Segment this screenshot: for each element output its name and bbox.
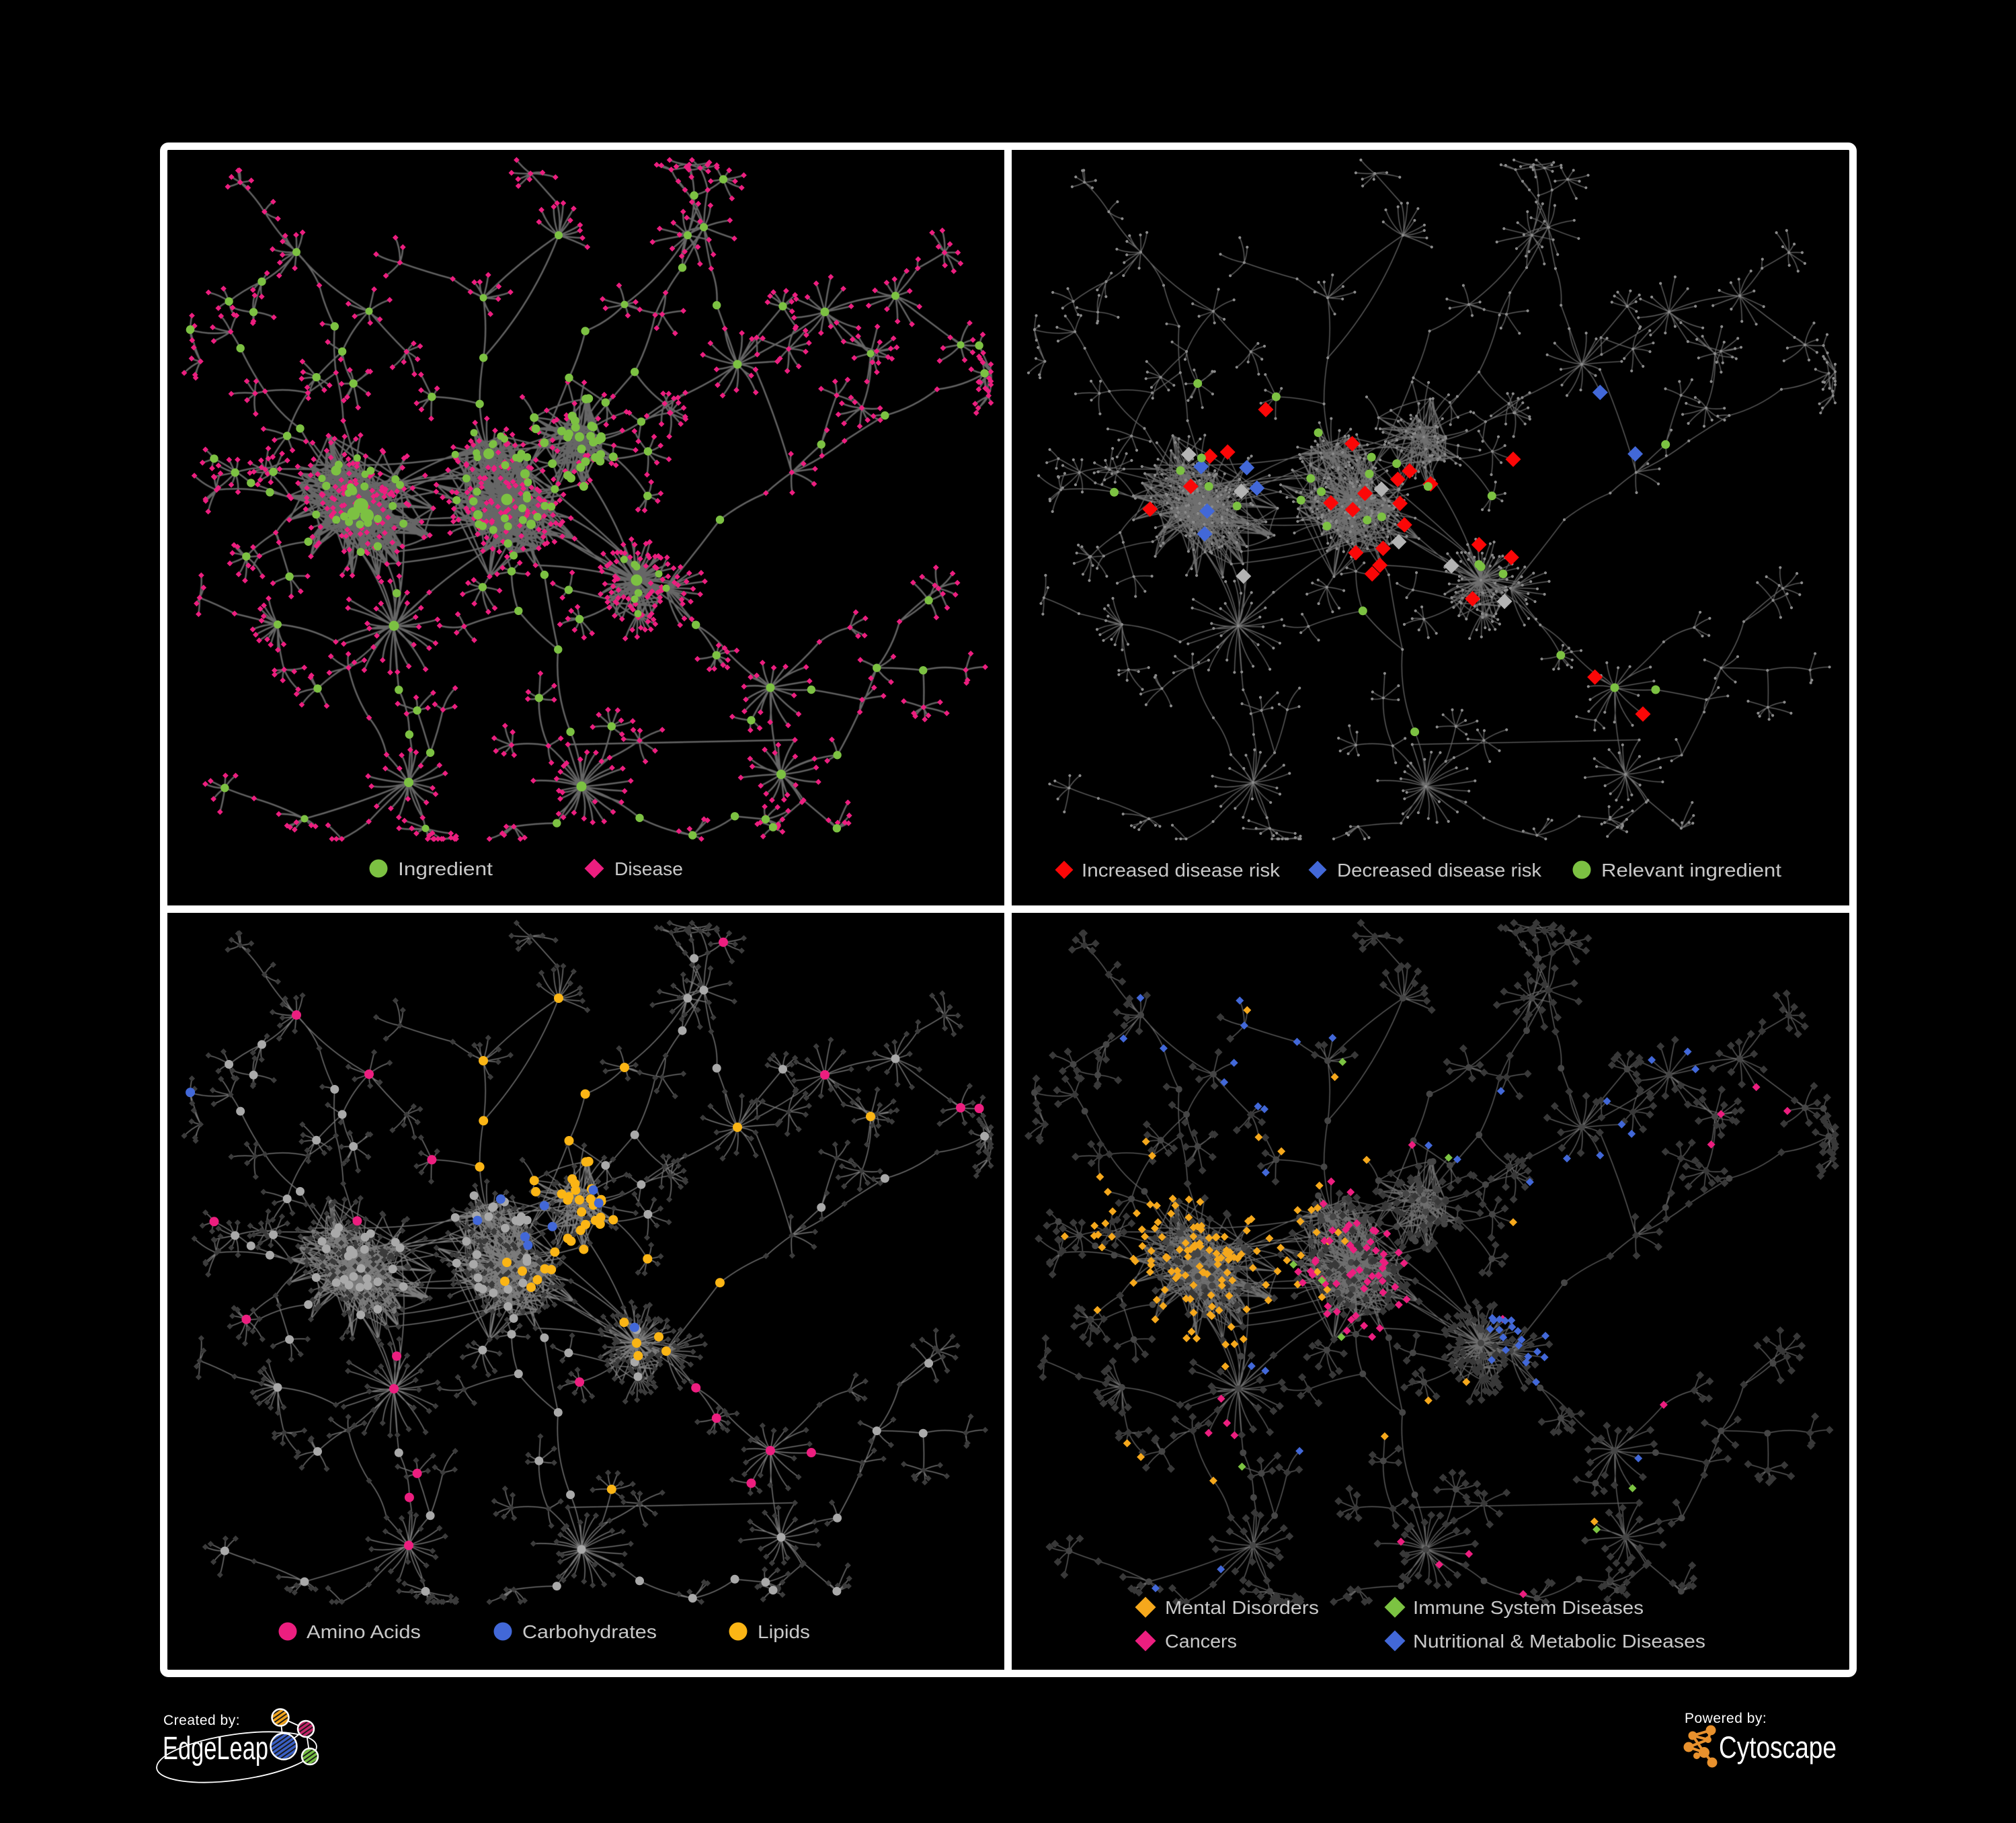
svg-text:Decreased disease risk: Decreased disease risk	[1337, 860, 1542, 881]
svg-text:Relevant ingredient: Relevant ingredient	[1601, 860, 1781, 881]
svg-text:Ingredient: Ingredient	[398, 858, 493, 879]
svg-text:Immune System Diseases: Immune System Diseases	[1413, 1597, 1644, 1618]
svg-text:Lipids: Lipids	[758, 1621, 810, 1642]
svg-text:Nutritional & Metabolic Diseas: Nutritional & Metabolic Diseases	[1413, 1631, 1705, 1652]
svg-text:Increased disease risk: Increased disease risk	[1082, 860, 1281, 881]
svg-text:Carbohydrates: Carbohydrates	[522, 1621, 657, 1642]
svg-text:Disease: Disease	[614, 858, 683, 879]
svg-text:Powered by:: Powered by:	[1685, 1711, 1767, 1726]
svg-text:Amino Acids: Amino Acids	[307, 1621, 421, 1642]
svg-text:Cytoscape: Cytoscape	[1719, 1730, 1837, 1765]
svg-text:Mental Disorders: Mental Disorders	[1165, 1597, 1319, 1618]
svg-text:Created by:: Created by:	[163, 1713, 240, 1728]
svg-text:EdgeLeap: EdgeLeap	[163, 1731, 268, 1767]
svg-text:Cancers: Cancers	[1165, 1631, 1237, 1652]
